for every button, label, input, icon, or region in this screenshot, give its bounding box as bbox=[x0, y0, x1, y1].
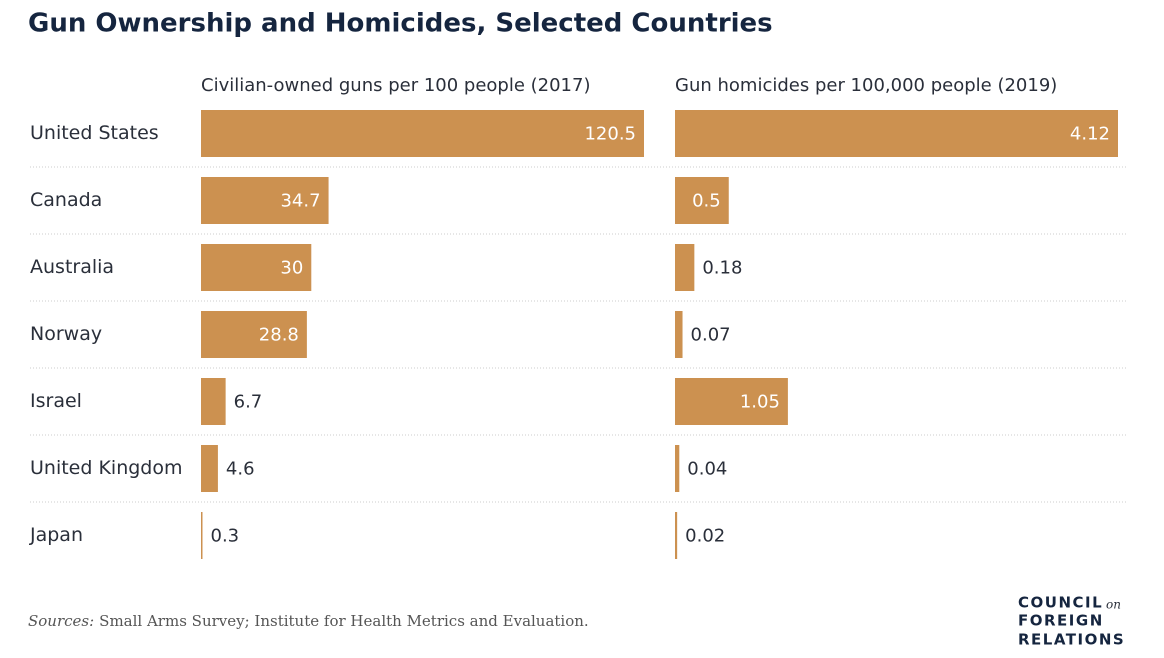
bar bbox=[675, 378, 788, 425]
value-label: 0.07 bbox=[691, 325, 731, 346]
bar bbox=[201, 177, 329, 224]
bar bbox=[675, 110, 1118, 157]
logo-line: RELATIONS bbox=[1018, 631, 1125, 649]
category-label: United States bbox=[30, 122, 159, 144]
value-label: 28.8 bbox=[259, 325, 299, 346]
value-label: 0.02 bbox=[685, 526, 725, 547]
bar bbox=[675, 445, 680, 492]
chart-title: Gun Ownership and Homicides, Selected Co… bbox=[28, 9, 773, 39]
source-label: Sources: bbox=[28, 612, 94, 630]
bar bbox=[201, 445, 218, 492]
value-label: 0.3 bbox=[211, 526, 240, 547]
category-label: United Kingdom bbox=[30, 457, 183, 479]
category-label: Australia bbox=[30, 256, 114, 278]
category-label: Israel bbox=[30, 390, 82, 412]
value-label: 4.6 bbox=[226, 459, 255, 480]
value-label: 0.5 bbox=[692, 191, 721, 212]
value-label: 30 bbox=[280, 258, 303, 279]
bar bbox=[675, 512, 678, 559]
logo-line: FOREIGN bbox=[1018, 612, 1104, 630]
panel-header: Gun homicides per 100,000 people (2019) bbox=[675, 75, 1057, 96]
bar bbox=[201, 311, 307, 358]
value-label: 4.12 bbox=[1070, 124, 1110, 145]
value-label: 0.18 bbox=[702, 258, 742, 279]
source: Sources: Small Arms Survey; Institute for… bbox=[28, 612, 589, 630]
value-label: 1.05 bbox=[740, 392, 780, 413]
panel-header: Civilian-owned guns per 100 people (2017… bbox=[201, 75, 591, 96]
value-label: 120.5 bbox=[584, 124, 636, 145]
source-text: Small Arms Survey; Institute for Health … bbox=[99, 612, 589, 630]
bar bbox=[201, 512, 203, 559]
category-label: Japan bbox=[29, 524, 83, 546]
bar bbox=[201, 110, 644, 157]
value-label: 0.04 bbox=[687, 459, 727, 480]
logo-on: on bbox=[1106, 598, 1121, 612]
value-label: 6.7 bbox=[234, 392, 263, 413]
value-label: 34.7 bbox=[280, 191, 320, 212]
bar bbox=[675, 244, 695, 291]
bar bbox=[675, 311, 683, 358]
logo-line: COUNCIL bbox=[1018, 594, 1103, 612]
category-label: Canada bbox=[30, 189, 102, 211]
bar bbox=[201, 378, 226, 425]
category-label: Norway bbox=[30, 323, 102, 345]
bar bbox=[201, 244, 312, 291]
bar bbox=[675, 177, 729, 224]
